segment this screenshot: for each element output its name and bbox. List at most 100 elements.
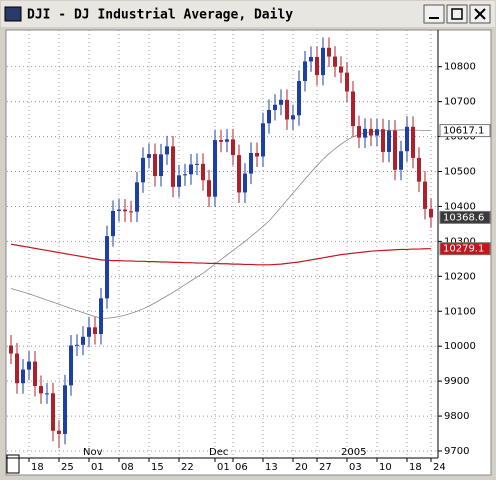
candle-body <box>135 182 139 212</box>
candle-body <box>123 209 127 212</box>
candle-body <box>363 128 367 138</box>
x-tick-label: 01 <box>217 462 230 473</box>
candle-body <box>87 327 91 337</box>
candle-body <box>297 81 301 116</box>
candle-body <box>75 344 79 346</box>
price-tag-label: 10368.6 <box>443 212 484 223</box>
candle-body <box>303 61 307 82</box>
candle-body <box>63 385 67 434</box>
candle-body <box>237 155 241 193</box>
candle-body <box>405 126 409 152</box>
candle-body <box>105 236 109 299</box>
y-tick-label: 9700 <box>444 446 469 457</box>
y-tick-label: 10200 <box>444 271 476 282</box>
candle-body <box>225 139 229 142</box>
candle-body <box>423 181 427 209</box>
window-buttons[interactable] <box>423 4 491 24</box>
candle-body <box>351 91 355 127</box>
candle-body <box>399 151 403 170</box>
candle-body <box>33 361 37 387</box>
x-tick-label: 08 <box>121 462 134 473</box>
y-tick-label: 10700 <box>444 97 476 108</box>
candle-body <box>291 115 295 120</box>
candle-body <box>333 56 337 67</box>
price-tag <box>439 242 491 256</box>
price-tag <box>439 210 491 224</box>
candle-body <box>213 140 217 197</box>
price-tag-label: 10617.1 <box>443 126 484 137</box>
candle-body <box>411 126 415 158</box>
candle-body <box>339 66 343 73</box>
candle-body <box>267 110 271 124</box>
x-tick-label: 13 <box>265 462 278 473</box>
candle-body <box>279 99 283 105</box>
candle-body <box>345 72 349 92</box>
candle-body <box>375 129 379 136</box>
candle-body <box>111 210 115 237</box>
plot <box>7 30 442 462</box>
candle-body <box>129 211 133 213</box>
candle-body <box>195 163 199 165</box>
candle-body <box>393 130 397 170</box>
candle-body <box>117 209 121 211</box>
y-tick-label: 10400 <box>444 201 476 212</box>
candle-body <box>261 123 265 157</box>
candle-body <box>309 56 313 62</box>
candle-body <box>9 345 13 354</box>
candle-body <box>183 174 187 176</box>
x-tick-label: 25 <box>61 462 74 473</box>
maximize-button[interactable] <box>446 4 468 24</box>
x-tick-label: 24 <box>433 462 446 473</box>
minimize-button[interactable] <box>423 4 445 24</box>
candle-body <box>153 154 157 177</box>
x-tick-label: 03 <box>349 462 362 473</box>
candle-body <box>381 129 385 152</box>
candle-body <box>207 180 211 197</box>
candle-body <box>231 139 235 156</box>
x-tick-label: 18 <box>31 462 44 473</box>
candle-body <box>69 345 73 386</box>
candle-body <box>165 146 169 155</box>
candle-body <box>201 163 205 181</box>
title-bar <box>1 1 495 27</box>
candle-body <box>255 152 259 157</box>
candle-body <box>141 157 145 183</box>
candle-body <box>15 353 19 384</box>
candle-body <box>39 386 43 394</box>
candle-body <box>21 369 25 384</box>
x-tick-label: 06 <box>235 462 248 473</box>
candle-body <box>387 130 391 152</box>
candle-body <box>51 393 55 431</box>
candle-body <box>57 430 61 434</box>
candle-body <box>147 154 151 158</box>
x-tick-label: 15 <box>151 462 164 473</box>
close-icon <box>474 8 486 20</box>
candle-body <box>321 47 325 76</box>
month-label: 2005 <box>341 447 366 458</box>
candle-body <box>273 104 277 111</box>
candle-body <box>369 128 373 136</box>
candle-body <box>171 146 175 187</box>
x-tick-label: 01 <box>91 462 104 473</box>
candle-body <box>357 126 361 138</box>
candle-body <box>249 152 253 174</box>
month-label: Dec <box>209 447 228 458</box>
x-tick-label: 27 <box>319 462 332 473</box>
price-tag <box>439 124 491 138</box>
app-icon <box>4 6 22 22</box>
candle-body <box>99 298 103 334</box>
month-label: Nov <box>83 447 103 458</box>
candle-body <box>177 175 181 187</box>
y-tick-label: 9800 <box>444 411 469 422</box>
y-tick-label: 10500 <box>444 167 476 178</box>
moving-average-line <box>10 243 432 266</box>
y-tick-label: 10800 <box>444 62 476 73</box>
corner-box[interactable] <box>6 454 20 474</box>
candle-body <box>159 154 163 177</box>
maximize-icon <box>451 8 463 20</box>
candle-body <box>315 56 319 76</box>
x-tick-label: 20 <box>295 462 308 473</box>
candle-body <box>45 393 49 395</box>
candle-body <box>429 208 433 218</box>
